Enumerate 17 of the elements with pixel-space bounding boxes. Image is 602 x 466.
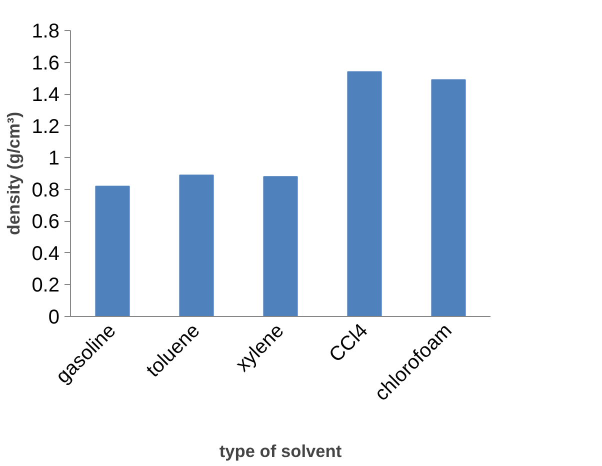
bar bbox=[431, 79, 466, 316]
x-axis-title: type of solvent bbox=[219, 441, 342, 462]
y-tick-label: 0 bbox=[48, 306, 60, 328]
y-tick-label: 1.2 bbox=[32, 116, 60, 138]
y-tick-label: 1 bbox=[48, 148, 60, 170]
y-axis-title: density (g/cm³) bbox=[4, 112, 24, 236]
bar bbox=[95, 186, 130, 316]
y-tick-label: 1.8 bbox=[32, 20, 60, 42]
bar bbox=[179, 174, 214, 316]
y-tick-label: 0.6 bbox=[32, 211, 60, 234]
y-tick-label: 0.2 bbox=[32, 274, 60, 297]
bar bbox=[347, 71, 382, 316]
y-tick-label: 0.8 bbox=[32, 179, 60, 202]
y-tick-label: 1.4 bbox=[32, 84, 60, 106]
y-tick-label: 0.4 bbox=[32, 242, 60, 265]
bar bbox=[263, 176, 298, 316]
y-tick-label: 1.6 bbox=[32, 52, 60, 74]
